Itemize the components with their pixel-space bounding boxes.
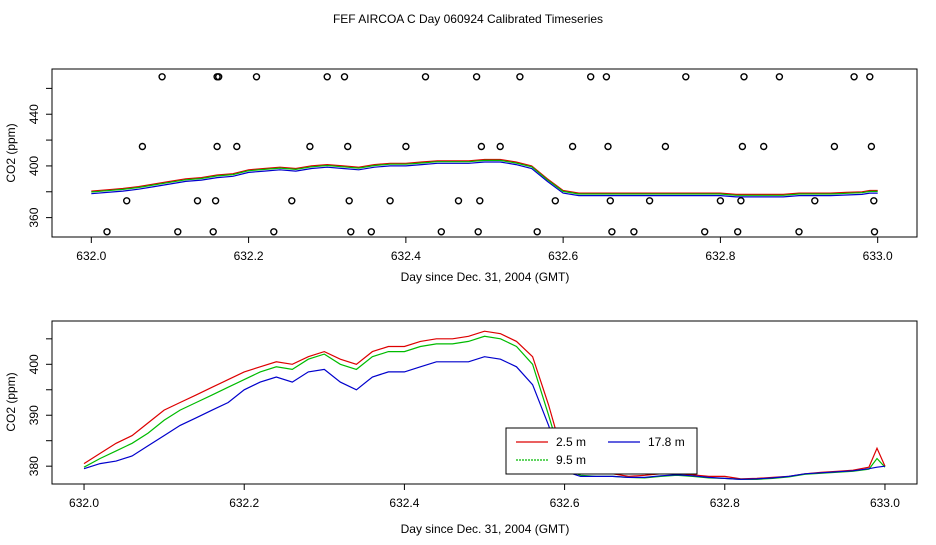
figure-title: FEF AIRCOA C Day 060924 Calibrated Times… (333, 12, 603, 26)
flask-point (402, 142, 410, 151)
flask-point (345, 197, 353, 205)
flask-point (174, 228, 182, 236)
flask-point (103, 228, 111, 236)
top-xtick-label: 633.0 (863, 249, 893, 263)
flask-point (604, 142, 612, 151)
flask-point (795, 228, 803, 236)
bottom-ytick-label: 400 (27, 354, 41, 374)
bottom-xtick-label: 632.0 (69, 496, 99, 510)
bottom-xtick-label: 632.4 (389, 496, 419, 510)
flask-point (738, 142, 747, 151)
legend: 2.5 m 9.5 m 17.8 m (505, 427, 698, 475)
bottom-panel: CO2 (ppm) Day since Dec. 31, 2004 (GMT) … (4, 320, 918, 536)
flask-point (437, 228, 445, 236)
series-line-9.5m (83, 335, 886, 480)
flask-point (734, 228, 742, 236)
bottom-xtick-label: 632.2 (229, 496, 259, 510)
bottom-xlabel: Day since Dec. 31, 2004 (GMT) (401, 522, 570, 536)
top-xtick-label: 632.2 (234, 249, 264, 263)
series-line-2.5m (91, 158, 878, 195)
top-plot-frame (51, 68, 918, 238)
flask-point (386, 197, 394, 205)
flask-point (347, 228, 355, 236)
bottom-plot-frame (51, 320, 918, 485)
flask-point (209, 228, 217, 236)
flask-point (476, 197, 484, 205)
flask-point (233, 142, 241, 151)
series-line-2.5m (83, 330, 886, 480)
top-ylabel: CO2 (ppm) (4, 123, 18, 182)
flask-point (367, 228, 375, 236)
flask-point (737, 197, 745, 205)
top-panel: CO2 (ppm) Day since Dec. 31, 2004 (GMT) … (4, 68, 918, 284)
flask-point (867, 142, 876, 151)
flask-point (306, 142, 314, 151)
flask-point (474, 228, 482, 236)
legend-box (505, 427, 698, 475)
flask-point (740, 73, 748, 81)
bottom-xtick-label: 632.8 (710, 496, 740, 510)
flask-point (645, 197, 654, 205)
top-ytick-label: 400 (27, 156, 41, 176)
flask-point (682, 73, 690, 81)
flask-point (606, 197, 614, 205)
flask-point (472, 73, 481, 81)
flask-point (533, 228, 541, 236)
flask-point (252, 73, 261, 81)
flask-point (661, 142, 670, 151)
flask-point (568, 142, 577, 151)
flask-point (344, 142, 352, 151)
flask-point (214, 73, 223, 81)
flask-point (454, 197, 463, 205)
flask-point (421, 73, 430, 81)
legend-label-2.5m: 2.5 m (556, 435, 586, 449)
flask-point (158, 73, 166, 81)
bottom-ylabel: CO2 (ppm) (4, 372, 18, 431)
bottom-xtick-label: 633.0 (870, 496, 900, 510)
flask-point (701, 228, 709, 236)
bottom-xtick-label: 632.6 (550, 496, 580, 510)
flask-point (866, 73, 874, 81)
flask-point (340, 73, 349, 81)
flask-point (138, 142, 147, 151)
flask-point (811, 197, 819, 205)
top-xtick-label: 632.8 (705, 249, 735, 263)
legend-label-9.5m: 9.5 m (556, 453, 586, 467)
top-xlabel: Day since Dec. 31, 2004 (GMT) (401, 270, 570, 284)
series-line-9.5m (91, 159, 878, 196)
flask-point (323, 73, 331, 81)
bottom-ytick-label: 380 (27, 456, 41, 476)
flask-point (213, 142, 221, 151)
flask-point (608, 228, 616, 236)
flask-point (630, 228, 638, 236)
flask-point (716, 197, 725, 205)
flask-point (870, 197, 878, 205)
flask-point (496, 142, 504, 151)
flask-point (870, 228, 879, 236)
top-ytick-label: 360 (27, 207, 41, 227)
flask-point (516, 73, 524, 81)
flask-point (760, 142, 768, 151)
top-xtick-label: 632.6 (548, 249, 578, 263)
flask-point (477, 142, 486, 151)
flask-point (587, 73, 595, 81)
flask-point (830, 142, 839, 151)
legend-label-17.8m: 17.8 m (648, 435, 685, 449)
series-line-17.8m (83, 356, 886, 481)
flask-point (211, 197, 220, 205)
flask-point (850, 73, 858, 81)
flask-point (122, 197, 131, 205)
flask-point (775, 73, 784, 81)
flask-point (288, 197, 296, 205)
flask-point (602, 73, 611, 81)
top-ytick-label: 440 (27, 104, 41, 124)
top-xtick-label: 632.0 (76, 249, 106, 263)
flask-point (193, 197, 202, 205)
top-xtick-label: 632.4 (391, 249, 421, 263)
flask-point (270, 228, 278, 236)
bottom-ytick-label: 390 (27, 405, 41, 425)
flask-point (551, 197, 559, 205)
series-line-17.8m (91, 161, 878, 198)
